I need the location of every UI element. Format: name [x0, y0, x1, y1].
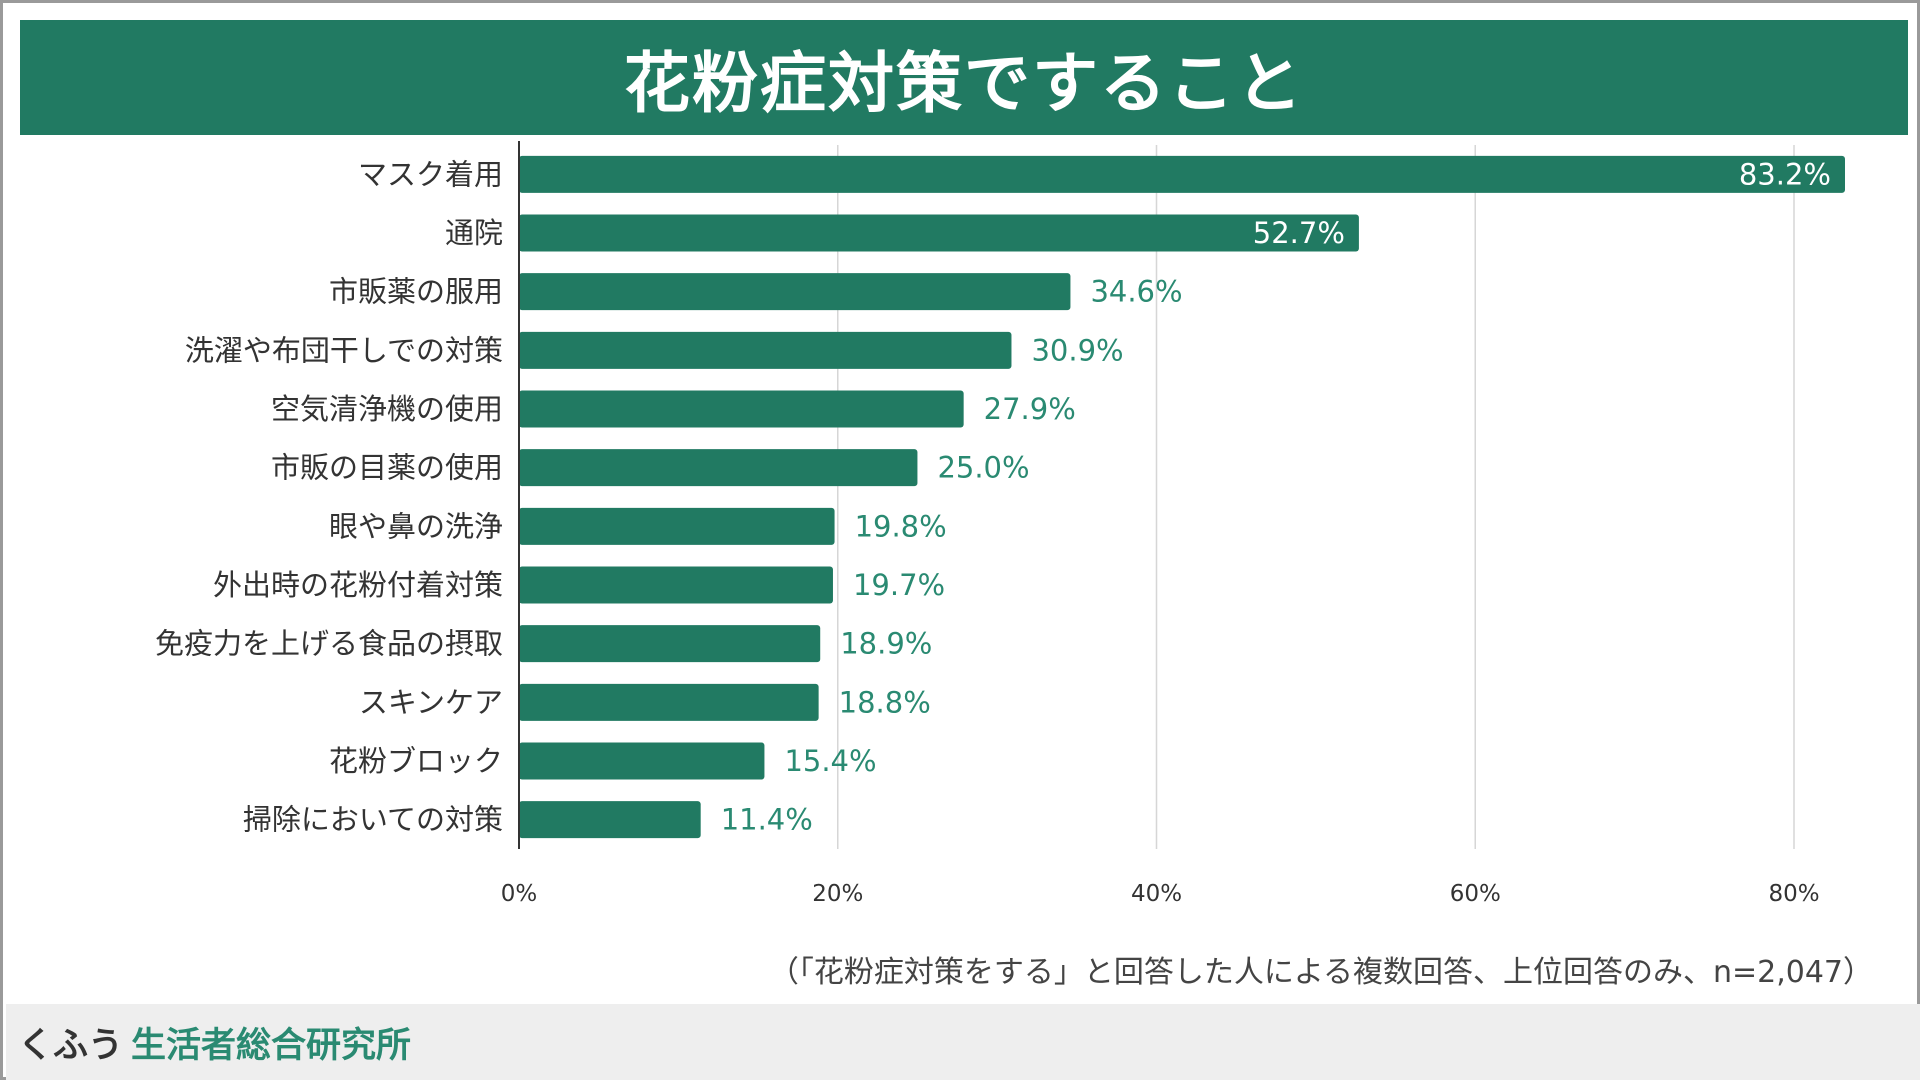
category-label: 免疫力を上げる食品の摂取 — [155, 627, 503, 661]
brand-name-kufu: くふう — [18, 1025, 124, 1066]
bar — [519, 155, 1845, 193]
category-label: 市販薬の服用 — [329, 275, 503, 309]
category-label: 通院 — [445, 216, 503, 250]
bar — [519, 625, 821, 663]
category-label: スキンケア — [359, 685, 503, 719]
data-label: 15.4% — [784, 744, 876, 778]
category-label: 眼や鼻の洗浄 — [329, 509, 503, 543]
data-label: 19.8% — [855, 509, 947, 543]
category-label: 洗濯や布団干しでの対策 — [185, 333, 503, 367]
chart-note: （「花粉症対策をする」と回答した人による複数回答、上位回答のみ、n=2,047） — [768, 955, 1873, 990]
bar — [519, 507, 835, 545]
data-label: 52.7% — [1253, 216, 1345, 250]
data-label: 30.9% — [1031, 333, 1123, 367]
category-label: 花粉ブロック — [329, 744, 503, 778]
category-label: マスク着用 — [358, 157, 503, 191]
data-label: 25.0% — [937, 451, 1029, 485]
category-label: 市販の目薬の使用 — [271, 451, 503, 485]
data-label: 83.2% — [1739, 157, 1831, 191]
bar — [519, 742, 765, 780]
category-label: 外出時の花粉付着対策 — [213, 568, 503, 602]
brand-name-institute: 生活者総合研究所 — [131, 1025, 412, 1066]
category-label: 空気清浄機の使用 — [271, 392, 503, 426]
bar — [519, 683, 819, 721]
bar — [519, 214, 1359, 252]
data-label: 19.7% — [853, 568, 945, 602]
data-label: 18.8% — [839, 685, 931, 719]
x-tick-label: 20% — [812, 881, 863, 907]
data-label: 11.4% — [721, 803, 813, 837]
bar-chart: 0% 20% 40% 60% 80% マスク着用 83.2% 通院 52.7% 市販薬の服用 34.… — [155, 141, 1845, 907]
bar — [519, 273, 1071, 311]
bar — [519, 566, 833, 604]
bar — [519, 449, 918, 487]
category-label: 掃除においての対策 — [243, 803, 503, 837]
x-tick-label: 0% — [501, 881, 538, 907]
data-label: 27.9% — [984, 392, 1076, 426]
chart-title: 花粉症対策ですること — [20, 20, 1908, 135]
x-tick-label: 40% — [1131, 881, 1182, 907]
data-label: 34.6% — [1090, 275, 1182, 309]
data-label: 18.9% — [840, 627, 932, 661]
bar — [519, 390, 964, 428]
footer: くふう 生活者総合研究所 — [6, 1004, 1920, 1080]
bar — [519, 331, 1012, 369]
bar — [519, 801, 701, 839]
x-tick-label: 60% — [1450, 881, 1501, 907]
x-tick-label: 80% — [1768, 881, 1819, 907]
